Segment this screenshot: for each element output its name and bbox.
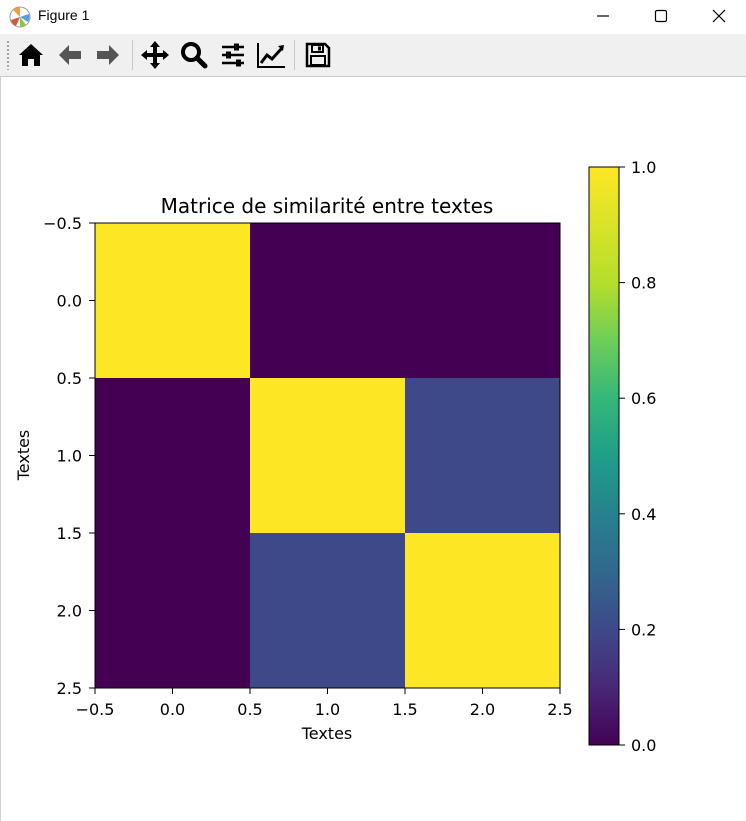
window-title: Figure 1	[38, 7, 90, 23]
subplots-button[interactable]	[216, 38, 250, 72]
heatmap-cell-2-2	[405, 533, 560, 688]
forward-button[interactable]	[91, 38, 125, 72]
x-tick-label: 1.0	[315, 700, 340, 719]
colorbar-tick-label: 0.4	[631, 505, 656, 524]
x-tick-label: 0.0	[160, 700, 185, 719]
heatmap-cell-1-1	[250, 378, 405, 533]
minimize-icon	[597, 15, 609, 17]
heatmap-cell-1-2	[405, 378, 560, 533]
colorbar-tick-label: 0.8	[631, 274, 656, 293]
heatmap	[95, 223, 560, 688]
pan-button[interactable]	[138, 38, 172, 72]
x-tick-label: −0.5	[76, 700, 115, 719]
navigation-toolbar	[0, 34, 746, 77]
arrow-left-icon	[59, 45, 81, 65]
y-tick-label: 2.5	[57, 679, 82, 698]
colorbar-tick-label: 0.6	[631, 389, 656, 408]
arrow-right-icon	[97, 45, 119, 65]
x-axis-label: Textes	[301, 724, 353, 743]
line-chart-icon	[257, 43, 285, 68]
x-tick-label: 2.5	[547, 700, 572, 719]
home-button[interactable]	[14, 38, 48, 72]
maximize-button[interactable]	[632, 0, 690, 32]
window-border	[0, 77, 1, 821]
customize-button[interactable]	[254, 38, 288, 72]
y-tick-label: 0.5	[57, 369, 82, 388]
heatmap-cell-0-0	[95, 223, 250, 378]
colorbar-tick-label: 1.0	[631, 158, 656, 177]
y-tick-label: −0.5	[43, 214, 82, 233]
close-button[interactable]	[690, 0, 746, 32]
toolbar-grip[interactable]	[6, 40, 10, 70]
y-tick-label: 2.0	[57, 602, 82, 621]
x-tick-label: 1.5	[392, 700, 417, 719]
heatmap-cell-0-2	[405, 223, 560, 378]
heatmap-cell-1-0	[95, 378, 250, 533]
minimize-button[interactable]	[574, 0, 632, 32]
magnifier-icon	[181, 42, 208, 69]
x-tick-label: 0.5	[237, 700, 262, 719]
close-icon	[712, 9, 726, 23]
heatmap-cell-2-0	[95, 533, 250, 688]
y-axis: −0.5 0.0 0.5 1.0 1.5 2.0 2.5	[43, 214, 95, 698]
x-axis: −0.5 0.0 0.5 1.0 1.5 2.0 2.5	[76, 688, 573, 719]
colorbar	[588, 166, 620, 746]
colorbar-tick-label: 0.2	[631, 620, 656, 639]
y-axis-label: Textes	[14, 430, 33, 482]
sliders-icon	[222, 43, 244, 67]
zoom-button[interactable]	[177, 38, 211, 72]
title-bar[interactable]: Figure 1	[0, 0, 746, 34]
maximize-icon	[654, 9, 668, 23]
y-tick-label: 1.0	[57, 447, 82, 466]
toolbar-separator	[294, 40, 295, 70]
colorbar-tick-label: 0.0	[631, 736, 656, 755]
chart-title: Matrice de similarité entre textes	[161, 194, 494, 218]
y-tick-label: 0.0	[57, 292, 82, 311]
floppy-disk-icon	[305, 42, 331, 68]
x-tick-label: 2.0	[470, 700, 495, 719]
save-button[interactable]	[301, 38, 335, 72]
back-button[interactable]	[53, 38, 87, 72]
heatmap-cell-0-1	[250, 223, 405, 378]
y-tick-label: 1.5	[57, 524, 82, 543]
colorbar-axis: 0.0 0.2 0.4 0.6 0.8 1.0	[619, 158, 656, 755]
move-icon	[141, 41, 169, 69]
home-icon	[19, 44, 43, 66]
heatmap-cell-2-1	[250, 533, 405, 688]
toolbar-separator	[132, 40, 133, 70]
matplotlib-icon	[9, 6, 31, 28]
